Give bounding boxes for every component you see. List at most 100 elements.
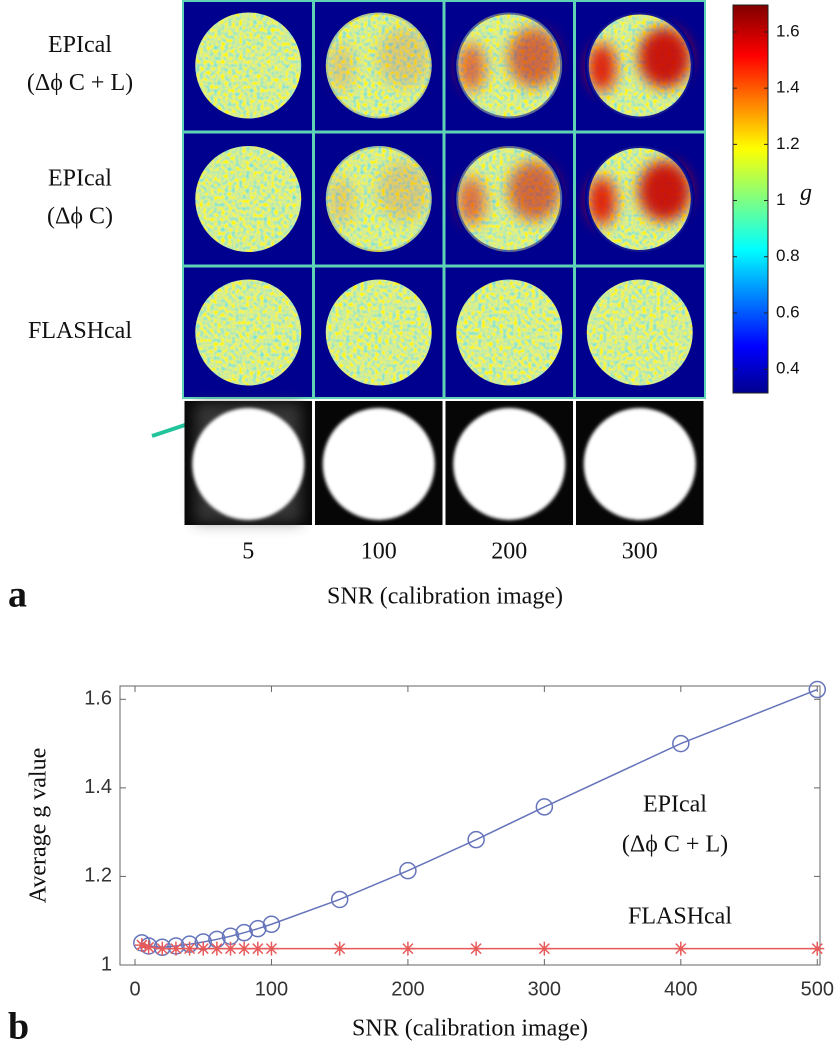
calibration-disk	[322, 408, 435, 520]
map-disk	[325, 279, 432, 386]
marker	[235, 923, 253, 942]
x-tick-label: 300	[622, 539, 658, 565]
marker	[196, 941, 211, 956]
map-disk	[456, 279, 563, 386]
map-disk	[586, 279, 693, 386]
panel-letter: a	[8, 574, 27, 616]
disk-edge	[584, 144, 695, 254]
panel-letter: b	[8, 1006, 29, 1048]
annotation: FLASHcal	[628, 904, 732, 930]
hot-spot	[326, 43, 355, 92]
hot-spot	[326, 177, 355, 225]
disk-edge	[323, 10, 434, 121]
colorbar-tick-label: 1.4	[776, 78, 800, 97]
x-tick-label: 100	[255, 978, 288, 1000]
colorbar-tick-label: 1.2	[776, 134, 800, 153]
y-tick-label: 1	[101, 953, 112, 975]
marker	[223, 941, 238, 956]
x-tick-label: 500	[801, 978, 834, 1000]
series-line	[141, 688, 818, 949]
marker	[400, 941, 415, 956]
x-tick-label: 100	[361, 539, 397, 565]
grid-border	[182, 0, 706, 399]
x-tick-label: 400	[664, 978, 697, 1000]
hot-spot	[638, 161, 691, 221]
marker	[141, 940, 156, 955]
hot-spot	[457, 43, 486, 92]
y-tick-label: 1.2	[84, 865, 112, 887]
colorbar	[732, 4, 769, 394]
x-tick-label: 5	[242, 539, 254, 565]
marker	[250, 941, 265, 956]
marker	[182, 941, 197, 956]
hot-region	[323, 10, 434, 121]
hot-spot	[508, 27, 561, 88]
x-axis-label: SNR (calibration image)	[352, 1016, 588, 1042]
calibration-disk	[583, 408, 696, 520]
marker	[672, 734, 690, 753]
row-label: EPIcal	[48, 32, 112, 58]
x-tick-label: 200	[391, 978, 424, 1000]
hot-region	[454, 144, 565, 254]
marker	[469, 941, 484, 956]
x-axis-label: SNR (calibration image)	[327, 584, 563, 610]
colorbar-tick-label: 0.4	[776, 359, 800, 378]
hot-region	[454, 10, 565, 121]
y-tick-label: 1.6	[84, 688, 112, 710]
marker	[262, 915, 281, 934]
marker	[155, 941, 170, 956]
marker	[134, 938, 149, 953]
disk-edge	[323, 144, 434, 254]
marker	[332, 941, 347, 956]
map-disk	[195, 279, 302, 386]
marker	[810, 941, 825, 956]
marker	[673, 941, 688, 956]
hot-spot	[377, 161, 430, 221]
x-tick-label: 0	[129, 978, 140, 1000]
map-disk	[195, 146, 302, 252]
marker	[399, 861, 417, 880]
hot-region	[584, 10, 695, 121]
calibration-disk	[192, 408, 305, 520]
hot-region	[323, 144, 434, 254]
hot-spot	[587, 177, 616, 225]
annotation: (Δϕ C + L)	[622, 832, 728, 858]
marker	[330, 890, 349, 909]
map-disk	[195, 12, 302, 119]
row-label: (Δϕ C)	[47, 204, 113, 230]
colorbar-label: g	[800, 180, 812, 206]
row-label: FLASHcal	[28, 318, 132, 344]
marker	[249, 919, 267, 938]
disk-edge	[454, 10, 565, 121]
hot-spot	[508, 161, 561, 221]
marker	[808, 680, 827, 699]
hot-spot	[377, 27, 430, 88]
disk-edge	[454, 144, 565, 254]
colorbar-tick-label: 0.8	[776, 246, 800, 265]
disk-edge	[584, 10, 695, 121]
hot-spot	[457, 177, 486, 225]
marker	[264, 941, 279, 956]
y-tick-label: 1.4	[84, 776, 112, 798]
plot-frame	[119, 685, 821, 966]
marker	[535, 798, 554, 816]
marker	[168, 941, 183, 956]
annotation: EPIcal	[643, 792, 707, 818]
marker	[237, 941, 252, 956]
calibration-disk	[453, 408, 566, 520]
colorbar-tick-label: 0.6	[776, 302, 800, 321]
marker	[537, 941, 552, 956]
row-label: (Δϕ C + L)	[27, 70, 133, 96]
marker	[467, 830, 485, 849]
marker	[209, 941, 224, 956]
hot-spot	[587, 43, 616, 92]
colorbar-tick-label: 1.6	[776, 21, 800, 40]
x-tick-label: 200	[491, 539, 527, 565]
hot-spot	[638, 27, 691, 88]
y-axis-label: Average g value	[26, 748, 52, 903]
x-tick-label: 300	[528, 978, 561, 1000]
colorbar-tick-label: 1	[776, 190, 785, 209]
hot-region	[584, 144, 695, 254]
row-label: EPIcal	[48, 166, 112, 192]
